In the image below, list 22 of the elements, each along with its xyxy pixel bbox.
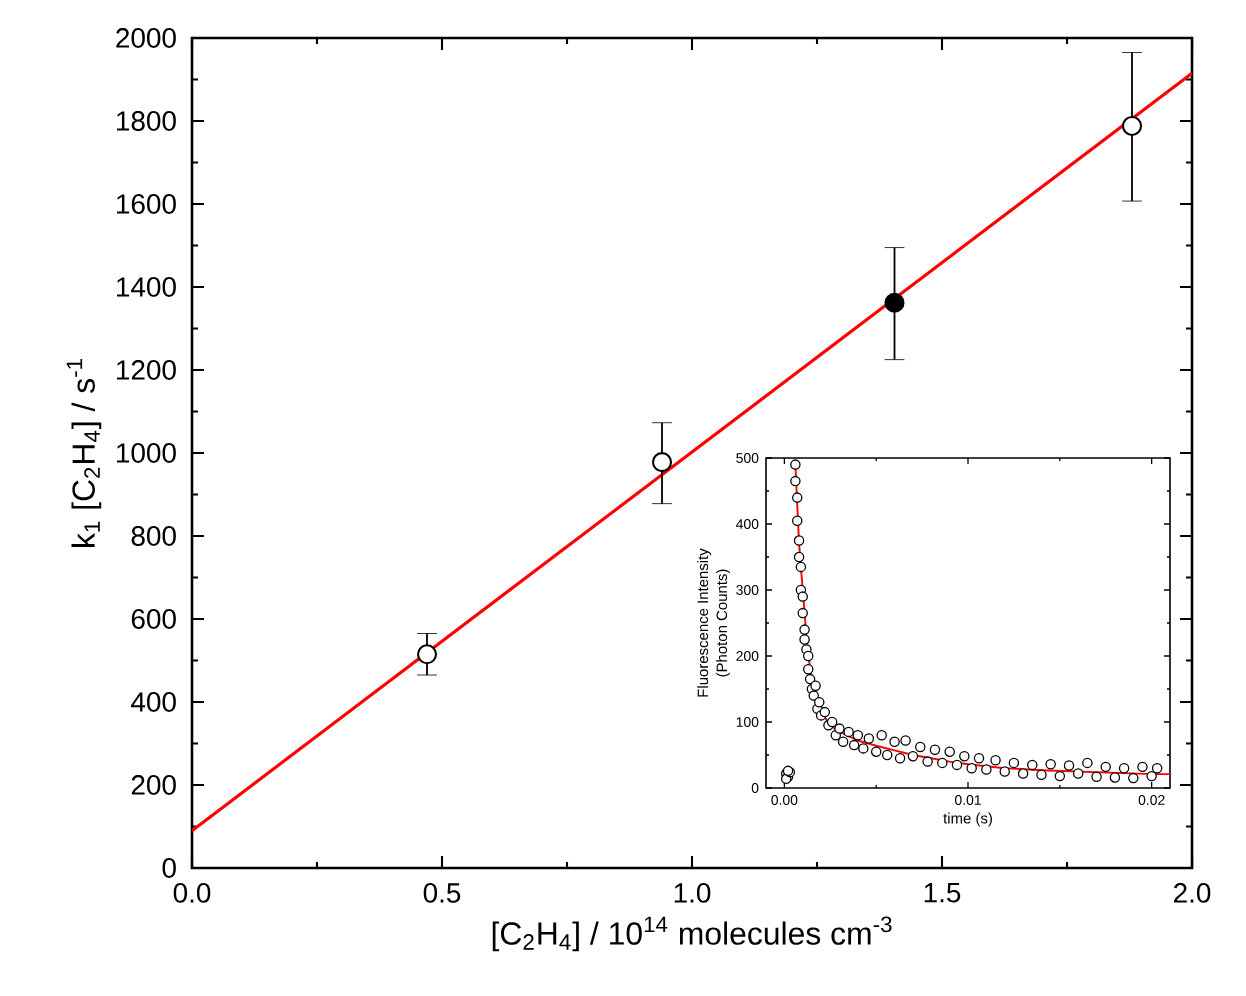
y-axis-title: k$_{1}$ [C$_{2}$H$_{4}$] / s$^{-1}$ — [66, 359, 102, 547]
y-tick-label: 1400 — [117, 277, 176, 297]
y-tick-label: 1800 — [117, 111, 176, 131]
point — [416, 644, 438, 665]
y-tick-label: 1600 — [117, 194, 176, 214]
y-tick-label: 1000 — [117, 443, 176, 463]
x-axis-title: [C$_{2}$H$_{4}$] / 10$^{14}$ molecules cm$^{-3}$ — [492, 916, 892, 952]
y-tick-label: 1200 — [117, 360, 176, 380]
point — [884, 292, 905, 313]
x-tick-label: 1.0 — [674, 883, 711, 903]
x-tick-label: 2.0 — [1174, 883, 1211, 903]
y-tick-label: 800 — [131, 526, 176, 546]
y-tick-label: 200 — [131, 775, 176, 795]
y-tick-label: 0 — [162, 858, 176, 878]
y-tick-label: 400 — [131, 692, 176, 712]
x-tick-label: 1.5 — [924, 883, 961, 903]
y-tick-label: 2000 — [116, 28, 176, 48]
point — [1121, 115, 1143, 137]
point — [651, 452, 673, 473]
y-tick-label: 600 — [131, 609, 176, 629]
x-tick-label: 0.0 — [173, 883, 211, 903]
x-tick-label: 0.5 — [423, 883, 461, 903]
